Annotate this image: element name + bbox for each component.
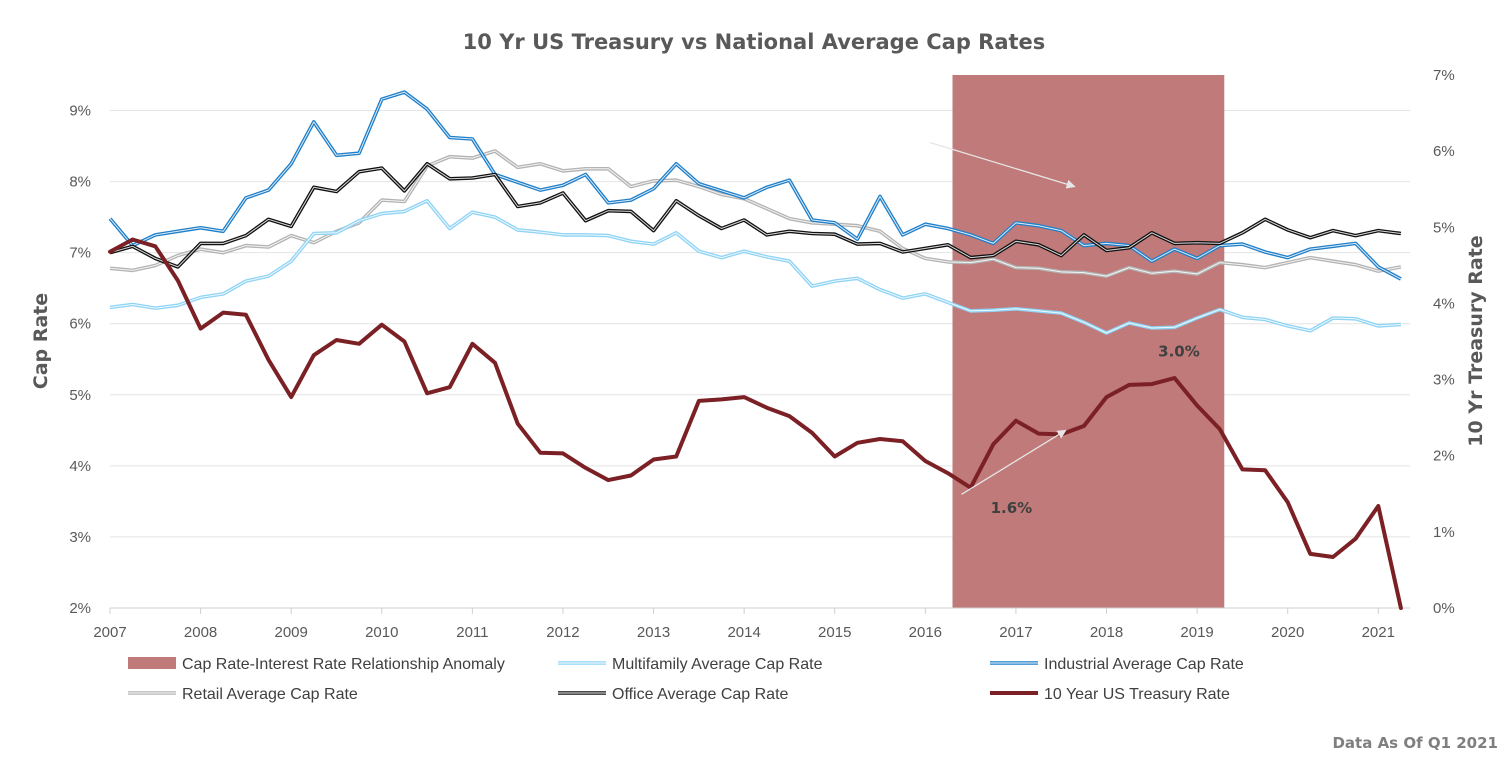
series-industrial-average-cap-rate — [108, 90, 1402, 281]
legend-item-office-average-cap-rate: Office Average Cap Rate — [558, 686, 789, 703]
right-tick-label: 7% — [1433, 67, 1455, 84]
x-tick-label: 2010 — [365, 624, 398, 641]
left-tick-label: 6% — [69, 316, 91, 333]
right-axis-ticks: 0% 1% 2% 3% 4% 5% 6% 7% — [1433, 67, 1455, 617]
left-tick-label: 5% — [69, 387, 91, 404]
left-tick-label: 4% — [69, 458, 91, 475]
footer-note: Data As Of Q1 2021 — [1332, 734, 1498, 752]
x-tick-label: 2021 — [1362, 624, 1395, 641]
x-tick-label: 2013 — [637, 624, 670, 641]
right-tick-label: 5% — [1433, 219, 1455, 236]
x-tick-label: 2019 — [1180, 624, 1213, 641]
left-axis-ticks: 2% 3% 4% 5% 6% 7% 8% 9% — [69, 103, 91, 617]
series-office-average-cap-rate — [109, 162, 1402, 269]
legend-label: 10 Year US Treasury Rate — [1044, 686, 1230, 703]
annotation-arrows — [929, 141, 1076, 495]
x-tick-label: 2015 — [818, 624, 851, 641]
series-line-highlight — [109, 150, 1401, 277]
series-10-year-us-treasury-rate — [108, 237, 1403, 610]
legend-label: Retail Average Cap Rate — [182, 686, 358, 703]
legend-swatch — [128, 657, 176, 669]
x-tick-label: 2007 — [93, 624, 126, 641]
right-tick-label: 6% — [1433, 143, 1455, 160]
left-axis-title: Cap Rate — [30, 293, 52, 389]
legend-item-multifamily-average-cap-rate: Multifamily Average Cap Rate — [558, 656, 823, 673]
series-retail-average-cap-rate — [109, 149, 1402, 278]
legend-item-industrial-average-cap-rate: Industrial Average Cap Rate — [990, 656, 1244, 673]
anomaly-region — [952, 75, 1225, 608]
x-tick-label: 2014 — [727, 624, 760, 641]
x-tick-label: 2017 — [999, 624, 1032, 641]
x-tick-label: 2012 — [546, 624, 579, 641]
series-multifamily-average-cap-rate — [109, 199, 1402, 335]
x-tick-label: 2016 — [909, 624, 942, 641]
right-tick-label: 3% — [1433, 372, 1455, 389]
x-axis-ticks: 2007 2008 2009 2010 2011 2012 2013 2014 2015 2016… — [93, 607, 1410, 641]
legend: Cap Rate-Interest Rate Relationship Anom… — [128, 656, 1244, 703]
annotation-arrow — [961, 429, 1067, 495]
x-tick-label: 2009 — [274, 624, 307, 641]
x-tick-label: 2011 — [456, 624, 488, 641]
left-tick-label: 8% — [69, 174, 91, 191]
legend-label: Industrial Average Cap Rate — [1044, 656, 1244, 673]
left-tick-label: 9% — [69, 103, 91, 120]
anomaly-region-layer — [952, 75, 1225, 608]
series-lines — [108, 90, 1403, 610]
annotations: 1.6% 3.0% — [991, 343, 1200, 517]
right-tick-label: 1% — [1433, 524, 1455, 541]
left-tick-label: 7% — [69, 245, 91, 262]
gridlines — [110, 110, 1410, 609]
right-tick-label: 0% — [1433, 600, 1455, 617]
legend-item-retail-average-cap-rate: Retail Average Cap Rate — [128, 686, 358, 703]
legend-item-cap-rate-interest-rate-relationship-anomaly: Cap Rate-Interest Rate Relationship Anom… — [128, 656, 505, 673]
x-tick-label: 2018 — [1090, 624, 1123, 641]
right-tick-label: 4% — [1433, 295, 1455, 312]
chart-title: 10 Yr US Treasury vs National Average Ca… — [463, 30, 1046, 54]
legend-item-10-year-us-treasury-rate: 10 Year US Treasury Rate — [990, 686, 1230, 703]
annotation-label: 3.0% — [1158, 343, 1200, 361]
legend-label: Multifamily Average Cap Rate — [612, 656, 823, 673]
legend-label: Cap Rate-Interest Rate Relationship Anom… — [182, 656, 505, 673]
left-tick-label: 3% — [69, 529, 91, 546]
x-tick-label: 2020 — [1271, 624, 1304, 641]
right-tick-label: 2% — [1433, 448, 1455, 465]
series-line-highlight — [109, 91, 1402, 280]
annotation-label: 1.6% — [991, 499, 1033, 517]
series-line — [108, 237, 1403, 610]
legend-label: Office Average Cap Rate — [612, 686, 789, 703]
right-axis-title: 10 Yr Treasury Rate — [1465, 235, 1487, 446]
left-tick-label: 2% — [69, 600, 91, 617]
x-tick-label: 2008 — [184, 624, 217, 641]
annotation-arrow — [929, 141, 1076, 189]
series-line-highlight — [109, 163, 1401, 268]
series-line-highlight — [109, 200, 1401, 334]
